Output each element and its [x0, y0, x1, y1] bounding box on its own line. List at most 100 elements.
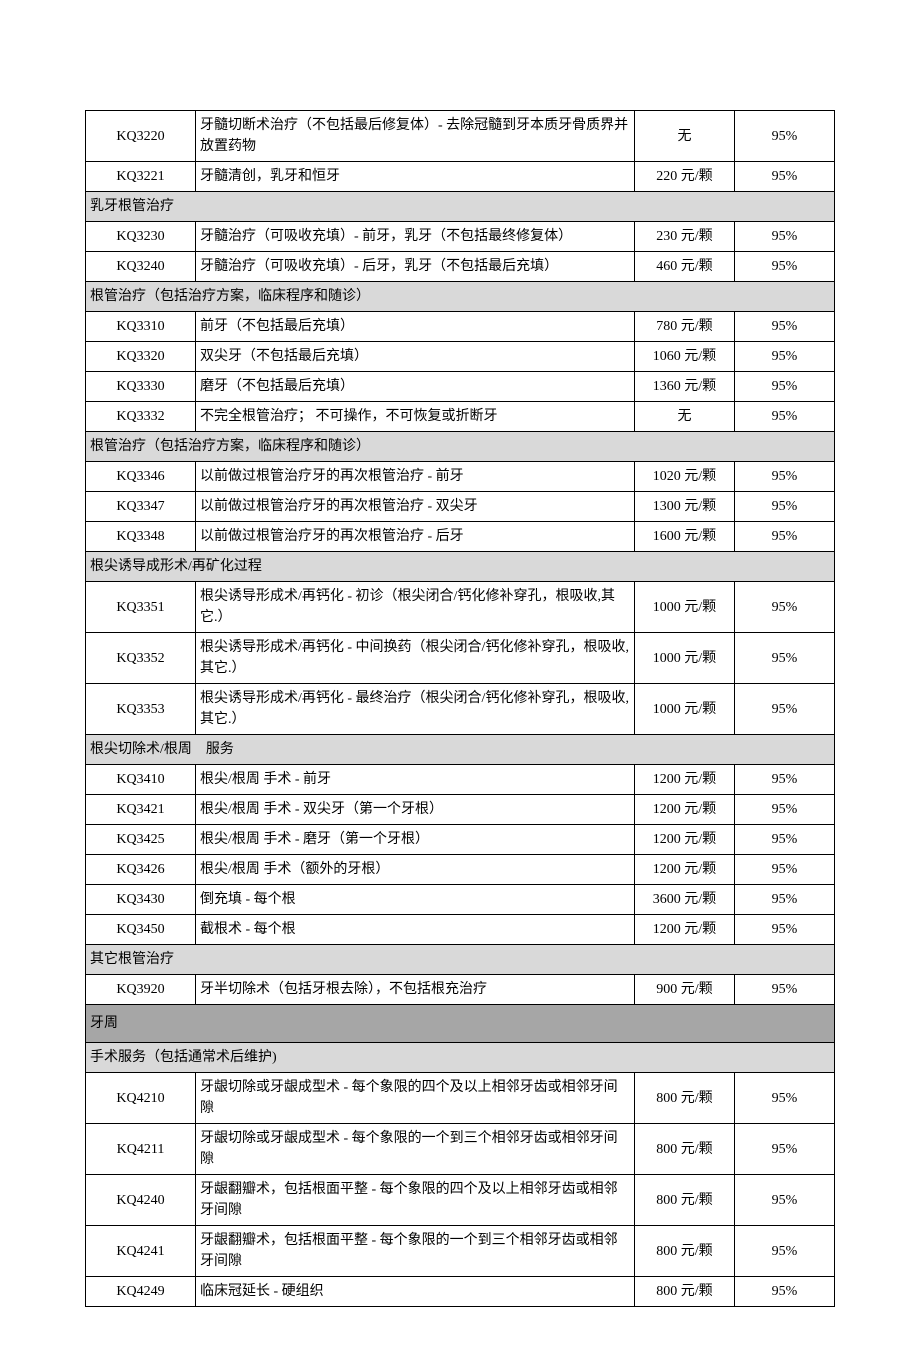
table-row: KQ4240牙龈翻瓣术，包括根面平整 - 每个象限的四个及以上相邻牙齿或相邻牙间… [86, 1175, 835, 1226]
table-row: KQ3240牙髓治疗（可吸收充填）- 后牙，乳牙（不包括最后充填）460 元/颗… [86, 252, 835, 282]
price-cell: 1200 元/颗 [635, 765, 735, 795]
percentage-cell: 95% [735, 633, 835, 684]
percentage-cell: 95% [735, 342, 835, 372]
code-cell: KQ3332 [86, 402, 196, 432]
description-cell: 磨牙（不包括最后充填） [196, 372, 635, 402]
code-cell: KQ3353 [86, 684, 196, 735]
description-cell: 倒充填 - 每个根 [196, 885, 635, 915]
description-cell: 牙龈翻瓣术，包括根面平整 - 每个象限的四个及以上相邻牙齿或相邻牙间隙 [196, 1175, 635, 1226]
code-cell: KQ3310 [86, 312, 196, 342]
section-label: 乳牙根管治疗 [86, 192, 835, 222]
table-row: KQ3426根尖/根周 手术（额外的牙根）1200 元/颗95% [86, 855, 835, 885]
table-row: KQ4241牙龈翻瓣术，包括根面平整 - 每个象限的一个到三个相邻牙齿或相邻牙间… [86, 1226, 835, 1277]
percentage-cell: 95% [735, 795, 835, 825]
description-cell: 牙髓治疗（可吸收充填）- 后牙，乳牙（不包括最后充填） [196, 252, 635, 282]
table-row: 根管治疗（包括治疗方案，临床程序和随诊） [86, 282, 835, 312]
price-cell: 1000 元/颗 [635, 633, 735, 684]
description-cell: 根尖/根周 手术 - 前牙 [196, 765, 635, 795]
percentage-cell: 95% [735, 522, 835, 552]
code-cell: KQ3220 [86, 111, 196, 162]
description-cell: 根尖/根周 手术 - 双尖牙（第一个牙根） [196, 795, 635, 825]
table-row: KQ4211牙龈切除或牙龈成型术 - 每个象限的一个到三个相邻牙齿或相邻牙间隙8… [86, 1124, 835, 1175]
price-cell: 1600 元/颗 [635, 522, 735, 552]
price-cell: 780 元/颗 [635, 312, 735, 342]
description-cell: 牙髓切断术治疗（不包括最后修复体）- 去除冠髓到牙本质牙骨质界并放置药物 [196, 111, 635, 162]
table-row: 手术服务（包括通常术后维护) [86, 1043, 835, 1073]
major-section-label: 牙周 [86, 1005, 835, 1043]
code-cell: KQ3221 [86, 162, 196, 192]
code-cell: KQ3421 [86, 795, 196, 825]
percentage-cell: 95% [735, 492, 835, 522]
price-cell: 1200 元/颗 [635, 855, 735, 885]
description-cell: 以前做过根管治疗牙的再次根管治疗 - 双尖牙 [196, 492, 635, 522]
section-label: 根管治疗（包括治疗方案，临床程序和随诊） [86, 432, 835, 462]
table-row: KQ3410根尖/根周 手术 - 前牙1200 元/颗95% [86, 765, 835, 795]
percentage-cell: 95% [735, 222, 835, 252]
table-row: KQ3450截根术 - 每个根1200 元/颗95% [86, 915, 835, 945]
section-label: 其它根管治疗 [86, 945, 835, 975]
section-label: 手术服务（包括通常术后维护) [86, 1043, 835, 1073]
table-row: KQ3347以前做过根管治疗牙的再次根管治疗 - 双尖牙1300 元/颗95% [86, 492, 835, 522]
price-cell: 220 元/颗 [635, 162, 735, 192]
table-row: KQ3220牙髓切断术治疗（不包括最后修复体）- 去除冠髓到牙本质牙骨质界并放置… [86, 111, 835, 162]
percentage-cell: 95% [735, 684, 835, 735]
description-cell: 临床冠延长 - 硬组织 [196, 1277, 635, 1307]
description-cell: 以前做过根管治疗牙的再次根管治疗 - 前牙 [196, 462, 635, 492]
description-cell: 截根术 - 每个根 [196, 915, 635, 945]
table-row: 根尖切除术/根周 服务 [86, 735, 835, 765]
table-row: KQ3351根尖诱导形成术/再钙化 - 初诊（根尖闭合/钙化修补穿孔，根吸收,其… [86, 582, 835, 633]
code-cell: KQ3347 [86, 492, 196, 522]
percentage-cell: 95% [735, 111, 835, 162]
description-cell: 根尖/根周 手术 - 磨牙（第一个牙根） [196, 825, 635, 855]
description-cell: 牙髓治疗（可吸收充填）- 前牙，乳牙（不包括最终修复体） [196, 222, 635, 252]
percentage-cell: 95% [735, 825, 835, 855]
description-cell: 牙半切除术（包括牙根去除），不包括根充治疗 [196, 975, 635, 1005]
code-cell: KQ3430 [86, 885, 196, 915]
percentage-cell: 95% [735, 372, 835, 402]
table-row: KQ3230牙髓治疗（可吸收充填）- 前牙，乳牙（不包括最终修复体）230 元/… [86, 222, 835, 252]
price-cell: 1000 元/颗 [635, 582, 735, 633]
table-row: KQ4249临床冠延长 - 硬组织800 元/颗95% [86, 1277, 835, 1307]
price-cell: 230 元/颗 [635, 222, 735, 252]
table-row: KQ3348以前做过根管治疗牙的再次根管治疗 - 后牙1600 元/颗95% [86, 522, 835, 552]
code-cell: KQ3348 [86, 522, 196, 552]
price-cell: 460 元/颗 [635, 252, 735, 282]
code-cell: KQ3351 [86, 582, 196, 633]
percentage-cell: 95% [735, 252, 835, 282]
table-row: 牙周 [86, 1005, 835, 1043]
pricing-table: KQ3220牙髓切断术治疗（不包括最后修复体）- 去除冠髓到牙本质牙骨质界并放置… [85, 110, 835, 1307]
percentage-cell: 95% [735, 462, 835, 492]
table-row: KQ3430倒充填 - 每个根3600 元/颗95% [86, 885, 835, 915]
percentage-cell: 95% [735, 765, 835, 795]
price-cell: 800 元/颗 [635, 1277, 735, 1307]
percentage-cell: 95% [735, 975, 835, 1005]
table-row: 乳牙根管治疗 [86, 192, 835, 222]
percentage-cell: 95% [735, 1124, 835, 1175]
price-cell: 3600 元/颗 [635, 885, 735, 915]
percentage-cell: 95% [735, 582, 835, 633]
price-cell: 1200 元/颗 [635, 825, 735, 855]
table-row: KQ4210牙龈切除或牙龈成型术 - 每个象限的四个及以上相邻牙齿或相邻牙间隙8… [86, 1073, 835, 1124]
percentage-cell: 95% [735, 885, 835, 915]
price-cell: 无 [635, 111, 735, 162]
table-row: KQ3332不完全根管治疗； 不可操作，不可恢复或折断牙无95% [86, 402, 835, 432]
table-row: KQ3353根尖诱导形成术/再钙化 - 最终治疗（根尖闭合/钙化修补穿孔，根吸收… [86, 684, 835, 735]
description-cell: 根尖/根周 手术（额外的牙根） [196, 855, 635, 885]
price-cell: 1060 元/颗 [635, 342, 735, 372]
code-cell: KQ3425 [86, 825, 196, 855]
description-cell: 以前做过根管治疗牙的再次根管治疗 - 后牙 [196, 522, 635, 552]
price-cell: 1200 元/颗 [635, 915, 735, 945]
table-row: 根尖诱导成形术/再矿化过程 [86, 552, 835, 582]
description-cell: 牙龈切除或牙龈成型术 - 每个象限的四个及以上相邻牙齿或相邻牙间隙 [196, 1073, 635, 1124]
description-cell: 不完全根管治疗； 不可操作，不可恢复或折断牙 [196, 402, 635, 432]
description-cell: 前牙（不包括最后充填） [196, 312, 635, 342]
table-row: 其它根管治疗 [86, 945, 835, 975]
code-cell: KQ3240 [86, 252, 196, 282]
section-label: 根尖诱导成形术/再矿化过程 [86, 552, 835, 582]
code-cell: KQ3330 [86, 372, 196, 402]
price-cell: 800 元/颗 [635, 1175, 735, 1226]
percentage-cell: 95% [735, 855, 835, 885]
table-row: KQ3920牙半切除术（包括牙根去除），不包括根充治疗900 元/颗95% [86, 975, 835, 1005]
percentage-cell: 95% [735, 402, 835, 432]
description-cell: 牙髓清创，乳牙和恒牙 [196, 162, 635, 192]
